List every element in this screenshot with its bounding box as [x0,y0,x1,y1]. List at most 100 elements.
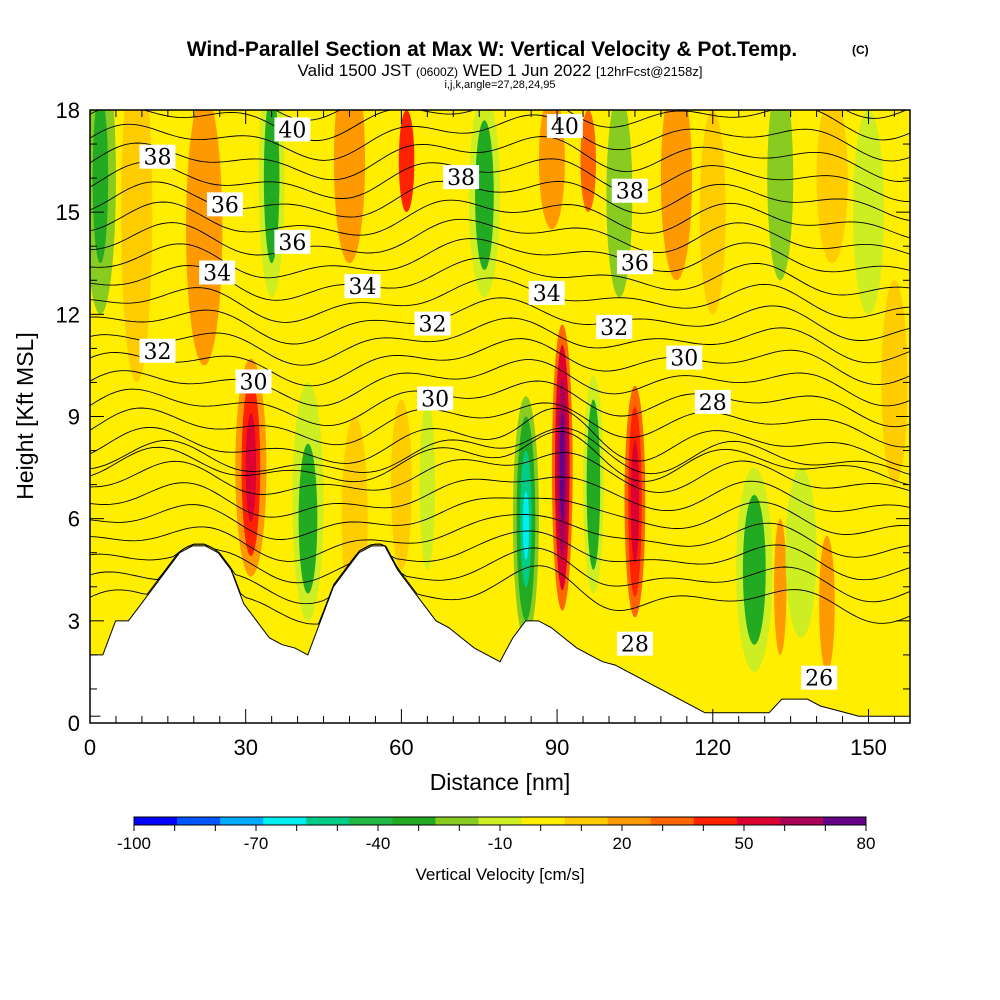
theta-contour [90,338,910,387]
terrain-mask [90,545,910,723]
valid-time-line: Valid 1500 JST (0600Z) WED 1 Jun 2022 [1… [298,61,703,80]
x-tick-label: 90 [545,735,569,760]
theta-contour [90,402,910,448]
w-band-downdraft-i [742,494,766,645]
colorbar: -100 -70 -40 -10 20 50 80 [117,816,876,853]
contour-label-36: 36 [274,229,311,256]
contour-label-30: 30 [417,386,454,412]
contour-label-30: 30 [235,369,272,395]
chart-title: Wind-Parallel Section at Max W: Vertical… [187,38,798,61]
contour-label-text: 36 [278,231,306,256]
w-band-upper-updraft-g [699,110,726,315]
x-tick-label: 120 [694,735,731,760]
w-band-updraft-f-core [559,413,565,523]
contour-label-30: 30 [666,345,703,372]
theta-contour [90,427,910,475]
contour-label-text: 32 [600,316,628,341]
theta-contour [90,543,910,605]
colorbar-swatch [134,817,178,825]
colorbar-swatch [306,817,350,825]
colorbar-swatch [177,817,221,825]
w-band-updraft-j [774,518,787,655]
contour-label-text: 30 [421,387,449,412]
colorbar-swatch [435,817,479,825]
colorbar-swatch [478,817,523,825]
y-tick-label: 0 [68,711,80,736]
colorbar-swatch [521,817,566,825]
w-band-upper-updraft-f [660,110,693,281]
contour-label-36: 36 [206,192,243,218]
utc-time: (0600Z) [416,65,458,79]
contour-label-text: 36 [211,193,239,218]
theta-contour [90,114,910,162]
x-tick-label: 30 [233,735,257,760]
colorbar-title: Vertical Velocity [cm/s] [415,865,584,884]
colorbar-tick-label: -10 [488,834,513,853]
valid-prefix: Valid 1500 JST [298,61,412,80]
copyright-mark: (C) [852,43,869,57]
contour-label-text: 36 [621,251,649,276]
w-band-east-downdraft [852,110,885,315]
colorbar-tick-label: -70 [244,834,269,853]
contour-label-text: 38 [616,180,644,205]
theta-contour [90,407,910,468]
w-band-west-updraft [121,110,153,383]
colorbar-tick-label: 20 [613,834,632,853]
x-tick-label: 150 [850,735,887,760]
grid-indices: i,j,k,angle=27,28,24,95 [444,79,555,91]
w-band-east-updraft [881,280,908,485]
w-band-upper-downdraft [263,110,280,264]
w-band-updraft-k [819,535,835,672]
x-axis-title: Distance [nm] [430,769,571,795]
theta-contour [90,380,910,428]
w-band-upper-downdraft-j [767,110,794,281]
colorbar-swatch [822,817,867,825]
contour-label-40: 40 [274,117,311,143]
terrain-profile [90,545,910,723]
x-tick-label: 0 [84,735,96,760]
contour-label-text: 28 [699,391,727,416]
colorbar-swatch [607,817,652,825]
contour-label-text: 38 [143,146,171,171]
theta-contour [90,497,910,540]
contour-label-38: 38 [443,165,480,191]
colorbar-swatch [779,817,824,825]
w-band-upper-updraft-b [333,110,366,264]
contour-label-28: 28 [694,389,731,416]
contour-label-text: 32 [143,340,171,365]
y-tick-label: 3 [68,609,80,634]
contour-label-34: 34 [528,280,565,307]
colorbar-swatch [220,817,264,825]
y-tick-label: 9 [68,405,80,430]
colorbar-swatch [736,817,781,825]
theta-contour [90,317,910,366]
theta-contour [90,359,910,407]
colorbar-tick-label: 80 [857,834,876,853]
colorbar-swatch [263,817,307,825]
contour-label-text: 28 [621,633,649,658]
contour-label-32: 32 [139,338,176,365]
theta-contour [90,136,910,182]
contour-label-text: 34 [533,282,561,307]
x-tick-label: 60 [389,735,413,760]
contour-label-text: 40 [551,115,579,140]
contour-label-text: 34 [203,261,231,286]
colorbar-swatch [650,817,695,825]
w-band-upper-updraft-d [538,110,565,230]
theta-contour [90,430,910,486]
w-band-downdraft-k [785,467,817,638]
contour-label-38: 38 [611,178,648,205]
w-band-updraft-a-core [245,413,257,523]
contour-label-38: 38 [139,144,176,171]
theta-contour [90,514,910,562]
w-band-downdraft-e-core [522,491,530,560]
theta-contour [90,218,910,256]
w-band-downdraft-b [298,443,318,594]
valid-date: WED 1 Jun 2022 [463,61,592,80]
theta-contour [90,452,910,495]
colorbar-swatch [349,817,393,825]
contour-label-32: 32 [414,311,451,338]
